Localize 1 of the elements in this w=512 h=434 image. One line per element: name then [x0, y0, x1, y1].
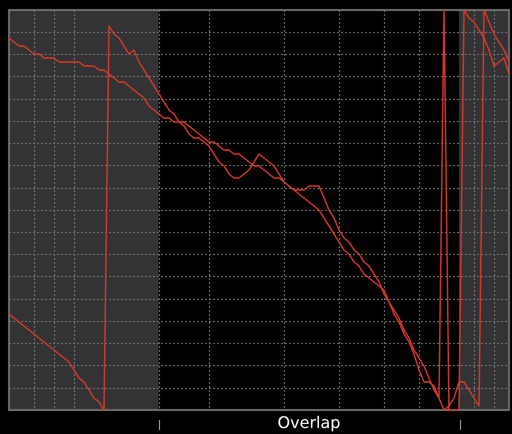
text: Overlap	[278, 413, 340, 432]
